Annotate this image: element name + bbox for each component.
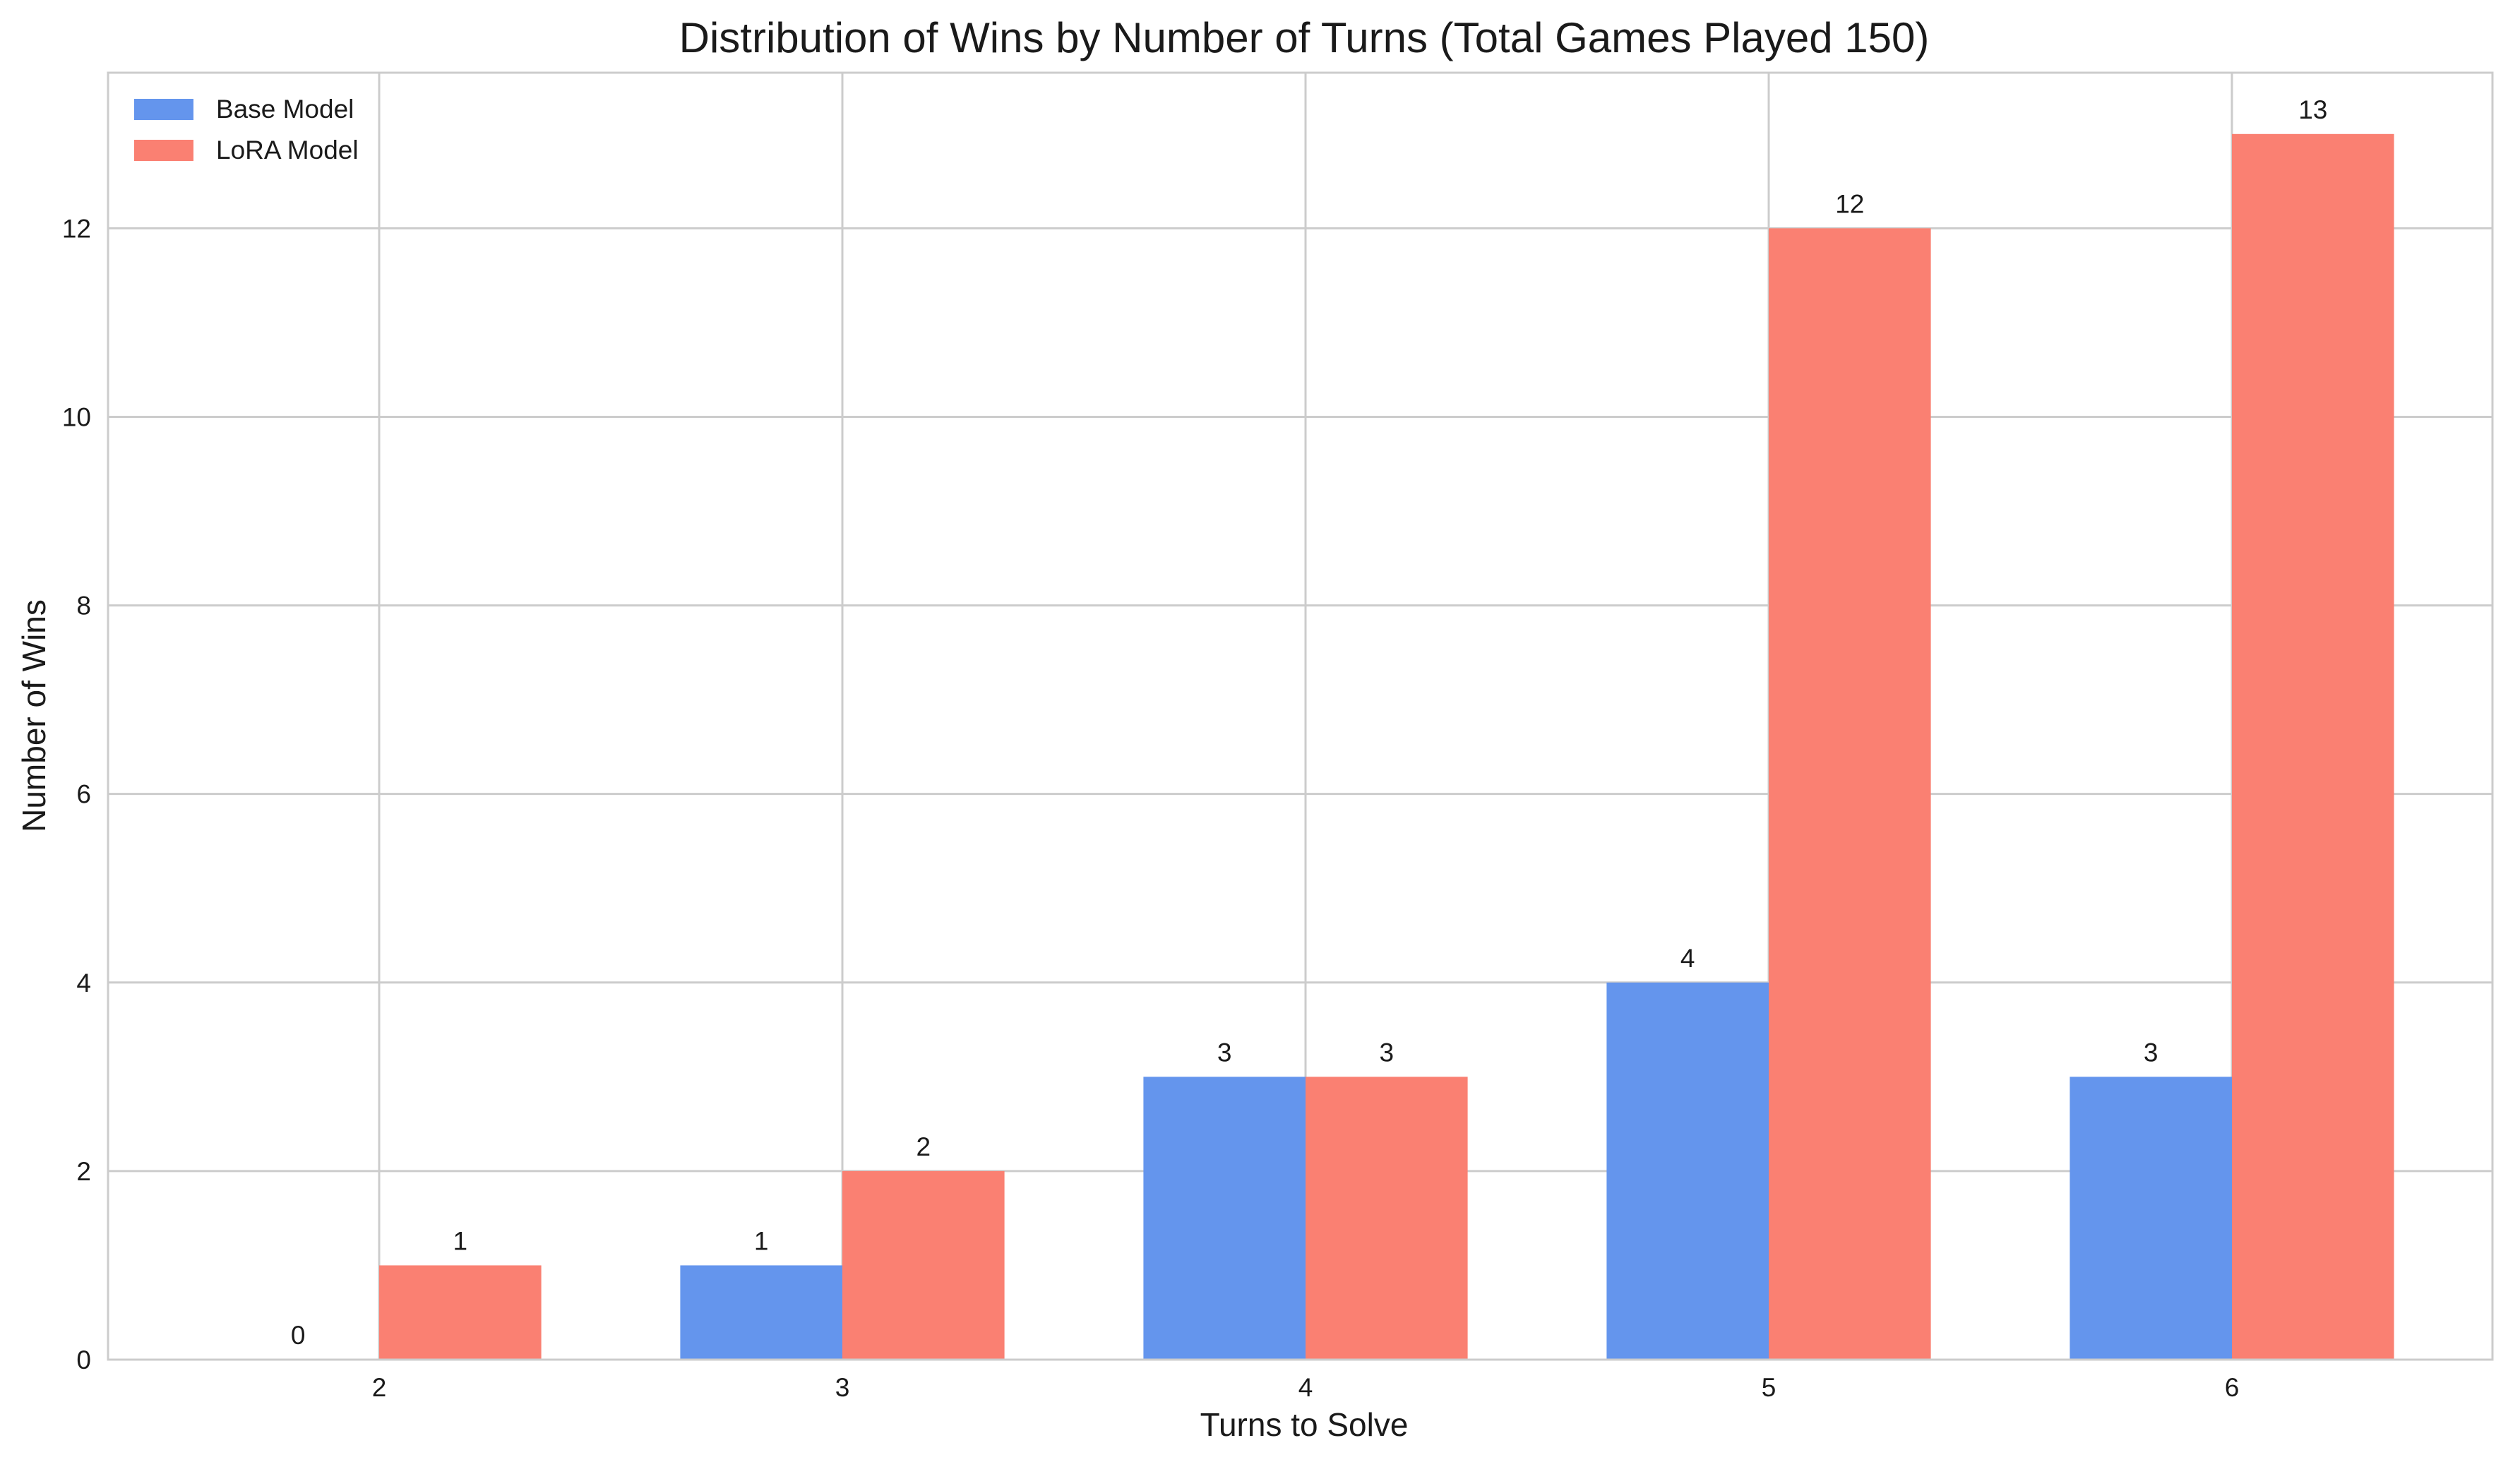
data-label: 12 [1835, 189, 1864, 218]
y-tick-label: 4 [76, 969, 91, 997]
bar-base-model [2070, 1077, 2232, 1360]
data-label: 3 [2144, 1038, 2158, 1067]
data-label: 0 [291, 1321, 306, 1350]
legend-swatch [134, 140, 193, 161]
bar-base-model [1606, 982, 1769, 1360]
legend: Base Model LoRA Model [134, 95, 359, 164]
data-label: 2 [916, 1132, 931, 1161]
y-tick-label: 0 [76, 1346, 91, 1374]
x-tick-label: 5 [1762, 1373, 1776, 1402]
bar-lora-model [1769, 228, 1931, 1360]
x-tick-label: 2 [372, 1373, 387, 1402]
bar-base-model [1143, 1077, 1306, 1360]
data-label: 1 [754, 1226, 769, 1255]
bar-lora-model [842, 1170, 1005, 1360]
bar-lora-model [1306, 1077, 1468, 1360]
y-tick-label: 2 [76, 1157, 91, 1186]
plot-frame [107, 71, 2494, 1361]
x-tick-label: 6 [2225, 1373, 2240, 1402]
bar-lora-model [2232, 133, 2394, 1360]
legend-label: LoRA Model [216, 136, 359, 164]
x-axis-label: Turns to Solve [1200, 1406, 1409, 1443]
data-label: 3 [1217, 1038, 1232, 1067]
legend-label: Base Model [216, 95, 354, 124]
bar-base-model [680, 1265, 842, 1360]
x-tick-label: 4 [1298, 1373, 1313, 1402]
y-tick-label: 10 [62, 402, 91, 431]
bar-lora-model [379, 1265, 542, 1360]
data-label: 4 [1680, 944, 1695, 973]
y-tick-label: 8 [76, 592, 91, 621]
x-tick-label: 3 [835, 1373, 850, 1402]
chart-title: Distribution of Wins by Number of Turns … [679, 14, 1930, 61]
y-axis-label: Number of Wins [16, 599, 52, 832]
data-label: 1 [453, 1226, 468, 1255]
legend-swatch [134, 99, 193, 120]
y-tick-label: 12 [62, 214, 91, 243]
y-tick-label: 6 [76, 780, 91, 809]
data-label: 13 [2298, 95, 2327, 124]
bars [379, 133, 2394, 1360]
data-label: 3 [1380, 1038, 1395, 1067]
